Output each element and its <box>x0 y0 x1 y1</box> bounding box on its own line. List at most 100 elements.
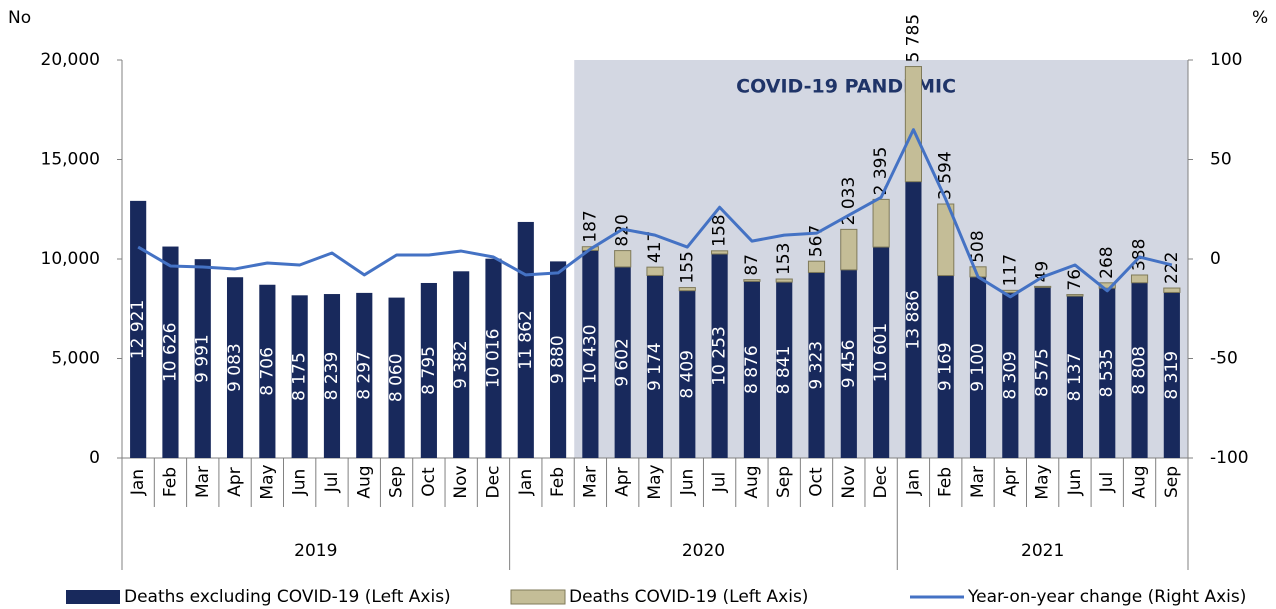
y2-tick-label: -100 <box>1210 448 1249 468</box>
data-label: 8 239 <box>322 352 342 401</box>
x-tick-label: Feb <box>548 467 568 497</box>
x-tick-label: Jul <box>710 472 730 494</box>
bar <box>388 297 405 458</box>
y2-tick-label: -50 <box>1210 349 1238 369</box>
bar <box>1130 274 1149 284</box>
bar <box>1066 294 1084 297</box>
data-label: 12 921 <box>128 300 148 359</box>
data-label: 417 <box>645 231 665 263</box>
data-label: 8 319 <box>1162 351 1182 400</box>
x-tick-label: May <box>645 464 665 499</box>
data-label: 10 430 <box>580 324 600 383</box>
group-label: 2021 <box>1021 541 1064 561</box>
data-label: 8 808 <box>1130 346 1150 395</box>
x-tick-label: Jan <box>516 469 536 496</box>
data-label: 5 785 <box>903 14 923 63</box>
data-label: 222 <box>1162 252 1182 284</box>
x-tick-label: Nov <box>839 465 859 498</box>
x-tick-label: Sep <box>774 466 794 498</box>
x-tick-label: Apr <box>613 467 633 496</box>
bar <box>808 272 825 458</box>
x-tick-label: Mar <box>193 466 213 498</box>
bar <box>679 290 696 458</box>
x-tick-label: May <box>1033 464 1053 499</box>
data-label: 268 <box>1097 246 1117 278</box>
data-label: 9 456 <box>839 340 859 389</box>
y2-tick-label: 100 <box>1210 50 1242 70</box>
bar <box>776 282 793 458</box>
data-label: 10 601 <box>871 323 891 382</box>
bar <box>291 295 308 458</box>
x-tick-label: Aug <box>1130 465 1150 498</box>
x-tick-label: Jun <box>677 469 697 497</box>
bar <box>517 221 534 458</box>
bar <box>550 261 567 458</box>
data-label: 87 <box>742 254 762 276</box>
bar <box>356 292 373 458</box>
bar <box>711 250 729 255</box>
bar <box>420 282 437 458</box>
group-label: 2020 <box>682 541 725 561</box>
bar <box>1163 292 1180 458</box>
data-label: 10 253 <box>710 326 730 385</box>
x-tick-label: Feb <box>936 467 956 497</box>
data-label: 9 323 <box>807 341 827 390</box>
x-tick-label: Jan <box>903 469 923 496</box>
x-tick-label: Jun <box>290 469 310 497</box>
y-tick-label: 10,000 <box>41 249 100 269</box>
bar <box>453 271 470 458</box>
data-label: 9 174 <box>645 342 665 391</box>
data-label: 11 862 <box>516 310 536 369</box>
bar <box>1066 296 1084 458</box>
data-label: 117 <box>1000 254 1020 286</box>
bar <box>323 294 341 458</box>
y-tick-label: 20,000 <box>41 50 100 70</box>
legend-label: Deaths COVID-19 (Left Axis) <box>569 587 808 607</box>
data-label: 8 706 <box>257 347 277 396</box>
y-unit-label: No <box>8 8 31 28</box>
bar <box>678 287 696 292</box>
data-label: 9 169 <box>936 342 956 391</box>
x-tick-label: Aug <box>354 465 374 498</box>
x-tick-label: Oct <box>807 467 827 497</box>
bar <box>614 250 632 268</box>
bar <box>904 66 923 183</box>
y2-tick-label: 50 <box>1210 150 1232 170</box>
data-label: 8 876 <box>742 345 762 394</box>
bar <box>130 200 147 458</box>
data-label: 8 575 <box>1033 348 1053 397</box>
legend-swatch <box>510 589 566 605</box>
bar <box>1034 285 1052 288</box>
data-label: 10 626 <box>160 323 180 382</box>
bar <box>905 181 922 459</box>
bar <box>969 276 987 458</box>
bar <box>937 203 955 277</box>
group-label: 2019 <box>294 541 337 561</box>
legend-swatch <box>66 590 120 604</box>
data-label: 158 <box>710 214 730 246</box>
data-label: 9 991 <box>193 334 213 383</box>
data-label: 8 535 <box>1097 349 1117 398</box>
x-tick-label: Mar <box>580 466 600 498</box>
bar <box>1002 292 1019 458</box>
data-label: 8 795 <box>419 346 439 395</box>
data-label: 153 <box>774 243 794 275</box>
x-tick-label: Jun <box>1065 469 1085 497</box>
y-tick-label: 15,000 <box>41 150 100 170</box>
data-label: 8 175 <box>290 352 310 401</box>
data-label: 8 841 <box>774 346 794 395</box>
data-label: 9 382 <box>451 340 471 389</box>
data-label: 49 <box>1033 261 1053 283</box>
x-tick-label: Aug <box>742 465 762 498</box>
bar <box>872 198 890 248</box>
bar <box>743 281 760 458</box>
bar <box>259 284 276 458</box>
x-tick-label: Apr <box>225 467 245 496</box>
data-label: 8 409 <box>677 350 697 399</box>
x-tick-label: Dec <box>871 466 891 499</box>
bar <box>646 275 664 458</box>
data-label: 9 083 <box>225 343 245 392</box>
bar <box>582 250 599 458</box>
x-tick-label: Sep <box>387 466 407 498</box>
